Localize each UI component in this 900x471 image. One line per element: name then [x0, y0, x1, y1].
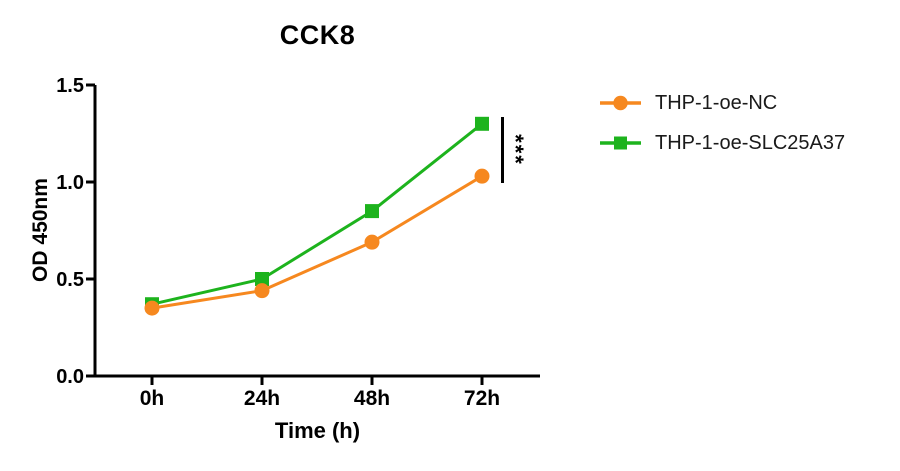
x-tick-label: 72h [464, 387, 500, 410]
legend: THP-1-oe-NC THP-1-oe-SLC25A37 [599, 83, 845, 163]
legend-marker-square-icon [600, 136, 641, 150]
legend-item-nc: THP-1-oe-NC [599, 83, 845, 123]
data-point-circle [144, 300, 160, 316]
data-point-square [255, 272, 269, 286]
y-axis-label: OD 450nm [29, 178, 52, 282]
data-point-circle [364, 234, 380, 250]
x-axis-label: Time (h) [274, 418, 361, 443]
x-tick-label: 24h [244, 387, 280, 410]
y-tick-label: 1.0 [56, 172, 84, 194]
x-tick-label: 48h [354, 387, 390, 410]
data-point-circle [474, 168, 490, 184]
data-point-square [475, 116, 489, 131]
legend-item-slc25a37: THP-1-oe-SLC25A37 [599, 123, 845, 163]
y-tick-label: 1.5 [56, 75, 84, 97]
legend-label-slc25a37: THP-1-oe-SLC25A37 [655, 131, 846, 154]
series-line-square [151, 122, 483, 306]
y-tick-label: 0.5 [56, 269, 84, 291]
y-tick-label: 0.0 [56, 366, 84, 388]
data-point-square [365, 204, 379, 219]
x-tick-label: 0h [140, 387, 165, 410]
chart-title: CCK8 [279, 20, 356, 50]
significance-stars: *** [503, 134, 528, 166]
series-line-circle [151, 174, 483, 310]
significance-bracket-line [501, 117, 504, 183]
legend-label-nc: THP-1-oe-NC [655, 91, 778, 114]
legend-marker-circle-icon [600, 95, 641, 111]
data-point-circle [254, 283, 270, 299]
